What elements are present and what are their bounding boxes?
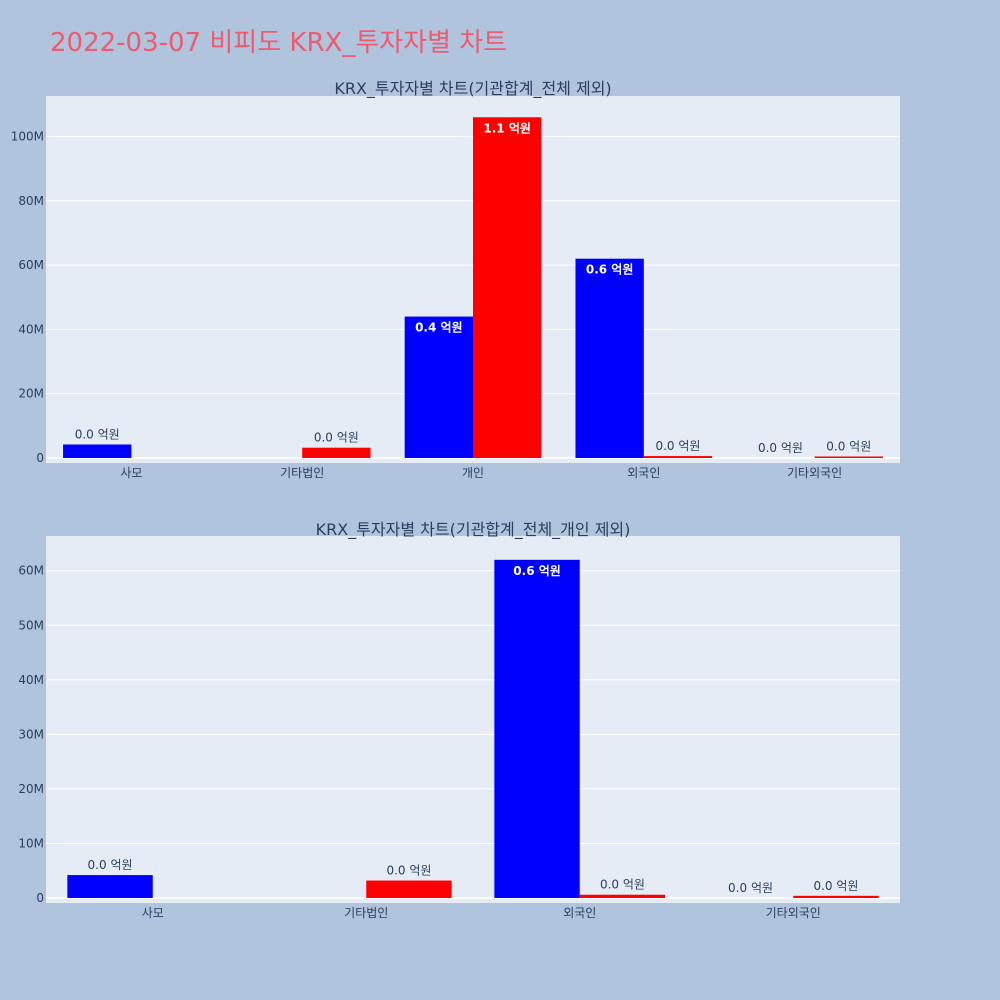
data-label: 0.0 억원 bbox=[600, 878, 645, 892]
x-tick-label: 기타외국인 bbox=[766, 906, 821, 920]
plot-area bbox=[46, 536, 900, 903]
y-tick-label: 60M bbox=[18, 258, 44, 272]
x-tick-label: 사모 bbox=[120, 466, 142, 480]
bar bbox=[302, 447, 371, 458]
y-tick-label: 80M bbox=[18, 194, 44, 208]
bar bbox=[67, 875, 153, 898]
y-tick-label: 0 bbox=[36, 451, 44, 465]
chart-individual-incl: KRX_투자자별 차트(기관합계_전체 제외) 0 20M 40M 60M 80M 100M… bbox=[11, 79, 900, 480]
bar bbox=[579, 894, 666, 898]
chart-individual-excl: KRX_투자자별 차트(기관합계_전체_개인 제외) 0 10M 20M 30M 40M 5… bbox=[18, 520, 900, 920]
data-label: 0.0 억원 bbox=[386, 864, 431, 878]
x-tick-label: 기타법인 bbox=[344, 906, 388, 920]
y-tick-label: 20M bbox=[18, 387, 44, 401]
y-tick-label: 20M bbox=[18, 782, 44, 796]
x-tick-label: 기타법인 bbox=[280, 466, 324, 480]
data-label: 0.0 억원 bbox=[758, 441, 803, 455]
y-tick-label: 100M bbox=[11, 130, 44, 144]
bar bbox=[494, 559, 580, 898]
y-tick-label: 50M bbox=[18, 618, 44, 632]
x-tick-label: 기타외국인 bbox=[787, 466, 842, 480]
bar bbox=[473, 117, 542, 459]
bar bbox=[404, 316, 473, 458]
chart-title: KRX_투자자별 차트(기관합계_전체 제외) bbox=[334, 79, 611, 99]
data-label: 0.0 억원 bbox=[813, 879, 858, 893]
data-label: 0.0 억원 bbox=[88, 858, 133, 872]
data-label: 0.6 억원 bbox=[586, 263, 634, 277]
x-tick-label: 사모 bbox=[142, 906, 164, 920]
bar bbox=[575, 258, 644, 458]
x-tick-label: 개인 bbox=[462, 466, 484, 480]
y-tick-label: 40M bbox=[18, 673, 44, 687]
data-label: 0.6 억원 bbox=[513, 564, 561, 578]
data-label: 0.0 억원 bbox=[728, 881, 773, 895]
chart-title: KRX_투자자별 차트(기관합계_전체_개인 제외) bbox=[316, 520, 631, 540]
x-tick-label: 외국인 bbox=[627, 466, 660, 480]
y-tick-label: 0 bbox=[36, 891, 44, 905]
data-label: 0.0 억원 bbox=[655, 439, 700, 453]
data-label: 0.0 억원 bbox=[314, 431, 359, 445]
bar bbox=[366, 880, 452, 898]
y-tick-label: 40M bbox=[18, 322, 44, 336]
data-label: 0.4 억원 bbox=[415, 321, 463, 335]
bar bbox=[643, 456, 713, 458]
data-label: 1.1 억원 bbox=[483, 121, 531, 135]
bar bbox=[814, 456, 883, 458]
page-title: 2022-03-07 비피도 KRX_투자자별 차트 bbox=[50, 28, 508, 58]
bar bbox=[63, 444, 132, 458]
data-label: 0.0 억원 bbox=[75, 428, 120, 442]
data-label: 0.0 억원 bbox=[826, 440, 871, 454]
y-tick-label: 60M bbox=[18, 564, 44, 578]
y-tick-label: 10M bbox=[18, 836, 44, 850]
y-tick-label: 30M bbox=[18, 727, 44, 741]
x-tick-label: 외국인 bbox=[563, 906, 596, 920]
bar bbox=[793, 895, 879, 898]
